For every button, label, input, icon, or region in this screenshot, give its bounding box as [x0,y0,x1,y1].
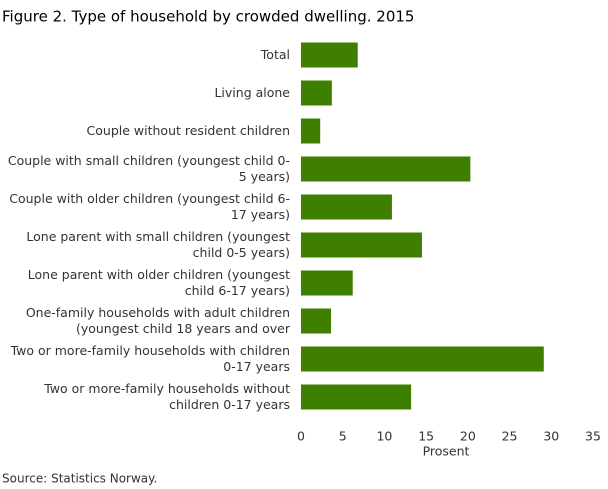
bar [301,42,358,68]
y-tick-label: Lone parent with small children (younges… [26,229,290,260]
bar [301,118,321,144]
x-tick-label: 25 [502,429,518,444]
y-tick-label: Couple with small children (youngest chi… [7,153,290,184]
y-tick-label: Couple with older children (youngest chi… [9,191,290,222]
y-tick-label: Total [260,47,290,62]
x-axis-label: Prosent [423,444,470,459]
chart-title: Figure 2. Type of household by crowded d… [2,8,414,26]
x-tick-label: 10 [376,429,392,444]
source: Source: Statistics Norway. [2,472,157,486]
y-tick-label: Living alone [214,85,290,100]
bar [301,308,332,334]
x-tick-label: 5 [339,429,347,444]
bar [301,384,412,410]
y-tick-label: Two or more-family households with child… [10,343,290,374]
x-tick-label: 0 [297,429,305,444]
y-tick-label: Couple without resident children [86,123,290,138]
x-tick-label: 30 [543,429,559,444]
bar [301,156,471,182]
x-tick-label: 35 [585,429,601,444]
bar [301,270,353,296]
y-tick-label: Two or more-family households without ch… [44,381,290,412]
x-tick-label: 15 [418,429,434,444]
y-tick-label: One-family households with adult childre… [25,305,290,336]
bar [301,232,422,258]
bar [301,80,332,106]
y-tick-label: Lone parent with older children (younges… [27,267,290,298]
bar [301,346,544,372]
bar [301,194,392,220]
x-tick-label: 20 [460,429,476,444]
